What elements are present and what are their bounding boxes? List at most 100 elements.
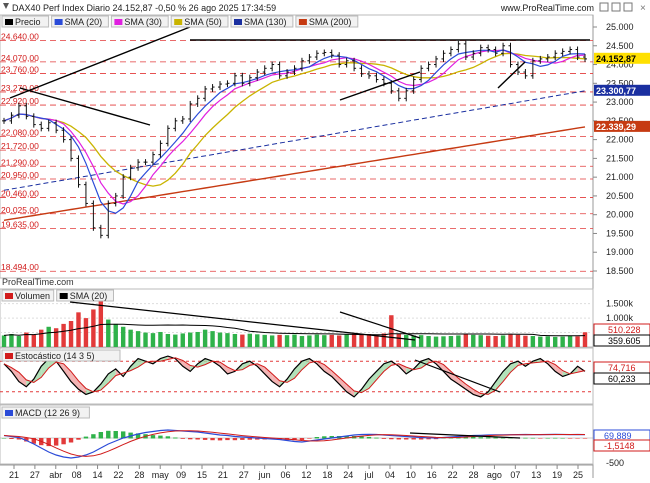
volume-bar (158, 331, 163, 347)
volume-bar (31, 334, 37, 347)
price-levels-left: 24.640,0024.070,0023.760,0023.270,0022.9… (1, 32, 39, 273)
volume-bar (575, 336, 580, 347)
volume-bar (404, 334, 409, 347)
volume-bar (24, 332, 29, 347)
stoch-fill (324, 364, 332, 377)
macd-tag-label: -1,5148 (604, 441, 635, 451)
volume-bar (9, 334, 14, 347)
volume-bar (46, 326, 51, 347)
price-level-label: 21.290,00 (1, 157, 39, 167)
legend-swatch (234, 19, 242, 25)
macd-histogram-bar (76, 438, 81, 440)
stochastic-legend[interactable]: Estocástico (14 3 5) (1, 349, 121, 362)
x-axis-label: 24 (343, 470, 353, 480)
stoch-fill (205, 358, 213, 365)
volume-bar (307, 335, 312, 347)
stoch-tag-label: 60,233 (608, 374, 636, 384)
macd-histogram-bar (232, 438, 238, 441)
macd-axis-label: -500 (606, 458, 624, 468)
volume-bar (91, 309, 96, 347)
macd-histogram-bar (485, 437, 491, 439)
volume-bar (396, 334, 401, 347)
volume-sma-line (3, 323, 586, 337)
price-tag-bg (594, 120, 650, 132)
volume-bar (299, 336, 305, 347)
legend-swatch (298, 19, 307, 25)
price-panel: 25.000 24.500 24.000 23.500 23.000 22.500 22.0… (0, 14, 650, 478)
price-axis-label: 20.000 (606, 210, 634, 220)
legend-item (230, 15, 294, 28)
macd-histogram-bar (396, 438, 401, 440)
price-series (2, 26, 590, 239)
volume-bar (262, 334, 267, 347)
stoch-fill (376, 363, 384, 380)
price-plot-area (0, 14, 594, 279)
macd-histogram-bar (314, 437, 320, 439)
macd-histogram-bar (567, 438, 573, 439)
macd-histogram-bar (113, 431, 118, 439)
window-icon-1[interactable] (599, 2, 609, 12)
trendline-2 (19, 87, 151, 126)
volume-tag-label: 359.605 (608, 336, 641, 346)
stoch-fill (41, 358, 49, 378)
volume-bar (76, 312, 81, 347)
price-legend[interactable]: Precio SMA (20) SMA (30) SMA (50) SMA (130) S… (1, 15, 359, 28)
macd-histogram-bar (329, 436, 334, 439)
macd-histogram-bar (523, 437, 528, 439)
macd-series (1, 429, 588, 459)
volume-bar (530, 336, 536, 347)
macd-legend[interactable]: MACD (12 26 9) (1, 406, 90, 419)
volume-bar (1, 335, 7, 347)
stoch-fill (368, 371, 377, 389)
volume-bar (16, 336, 22, 347)
legend-item (51, 15, 109, 28)
macd-histogram-bar (24, 438, 29, 442)
x-axis-label: 19 (552, 470, 562, 480)
close-icon[interactable]: × (640, 3, 646, 14)
legend-label: SMA (130) (244, 17, 287, 27)
window-icon-3[interactable] (623, 2, 633, 12)
window-icons[interactable]: × (599, 2, 646, 14)
macd-histogram-bar (418, 438, 424, 440)
price-level-label: 22.920,00 (1, 96, 39, 106)
macd-histogram-bar (150, 435, 156, 439)
macd-panel: 0-500 69,889-1,5148 MACD (12 26 9) (0, 404, 650, 468)
macd-histogram-bar (389, 438, 394, 440)
site-label: www.ProRealTime.com (500, 3, 594, 13)
macd-tag-bg (593, 439, 650, 452)
price-axis: 25.000 24.500 24.000 23.500 23.000 22.500 22.0… (593, 22, 634, 276)
volume-bar (500, 335, 506, 347)
volume-bars (1, 300, 588, 347)
volume-bar (582, 332, 588, 347)
x-axis-label: 14 (93, 470, 103, 480)
volume-bar (538, 336, 543, 347)
stoch-fill (346, 384, 355, 397)
volume-bar (188, 332, 193, 347)
stoch-fill (182, 360, 191, 372)
volume-bar (165, 334, 171, 347)
legend-item (1, 406, 90, 419)
stoch-fill (510, 361, 518, 373)
window-icon-2[interactable] (611, 2, 621, 12)
macd-histogram-bar (374, 437, 379, 439)
collapse-icon[interactable] (3, 3, 9, 9)
volume-bar (545, 336, 550, 347)
x-axis-label: 27 (239, 470, 249, 480)
chart-title: DAX40 Perf Index Diario 24.152,87 -0,50 … (12, 3, 276, 13)
price-level-label: 20.950,00 (1, 170, 39, 180)
price-axis-label: 22.000 (606, 135, 634, 145)
volume-bar (448, 336, 454, 347)
macd-histogram-bar (552, 437, 558, 439)
trendline-3 (339, 71, 421, 101)
stoch-fill (71, 371, 79, 390)
legend-label: Estocástico (14 3 5) (15, 351, 95, 361)
stoch-fill (331, 370, 340, 385)
volume-legend[interactable]: Volumen SMA (20) (1, 289, 114, 302)
macd-histogram-bar (158, 435, 163, 439)
volume-bar (240, 334, 245, 347)
stoch-fill (272, 373, 280, 387)
price-axis-label: 22.500 (606, 116, 634, 126)
macd-trendline (409, 432, 521, 439)
macd-histogram-bar (120, 431, 126, 439)
